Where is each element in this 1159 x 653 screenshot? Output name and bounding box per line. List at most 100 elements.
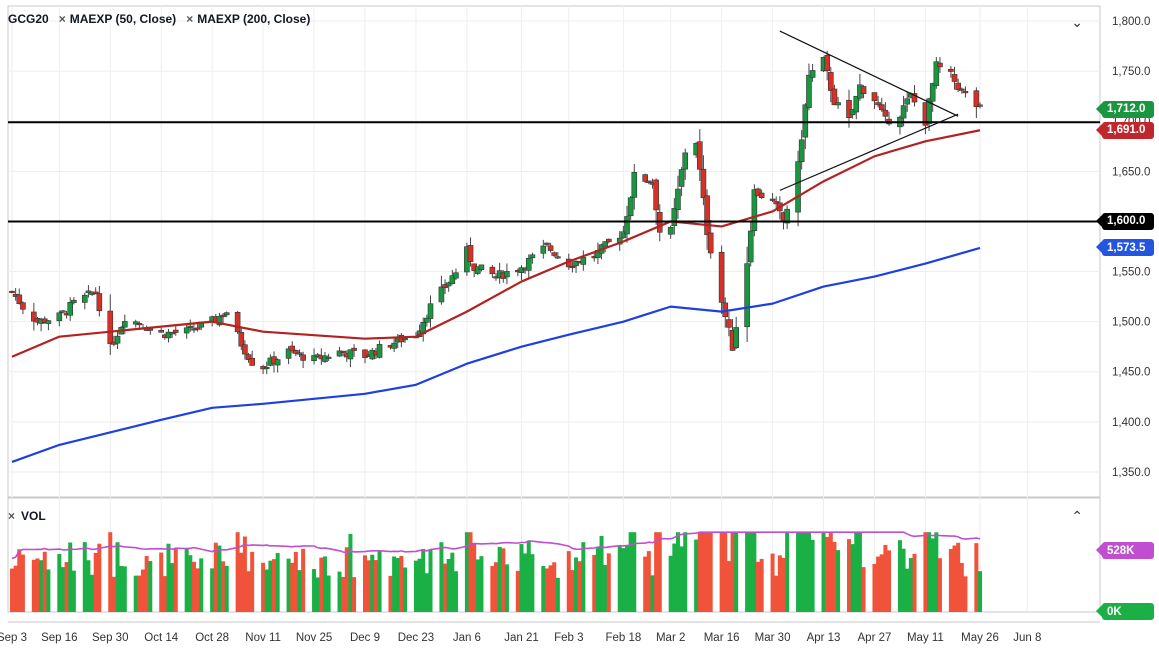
candle bbox=[667, 226, 674, 235]
volume-bar bbox=[293, 551, 298, 612]
candle bbox=[933, 61, 940, 86]
volume-bars bbox=[10, 532, 982, 612]
candle bbox=[642, 174, 649, 182]
volume-bar bbox=[879, 554, 884, 612]
volume-bar bbox=[603, 565, 608, 612]
x-tick-label: Mar 16 bbox=[704, 632, 740, 644]
volume-bar bbox=[195, 568, 200, 612]
volume-bar bbox=[923, 532, 928, 612]
candle bbox=[325, 356, 332, 359]
volume-bar bbox=[93, 552, 98, 612]
candle bbox=[147, 328, 154, 331]
candle bbox=[71, 299, 77, 303]
volume-bar bbox=[475, 559, 480, 612]
y-tick-label: 1,500.0 bbox=[1112, 317, 1150, 329]
candle bbox=[56, 312, 63, 322]
volume-bar bbox=[403, 567, 408, 612]
candle bbox=[806, 74, 812, 108]
volume-bar bbox=[555, 577, 560, 612]
volume-bar bbox=[515, 570, 520, 612]
volume-bar bbox=[650, 575, 655, 612]
candle bbox=[238, 332, 245, 347]
x-tick-label: Jun 8 bbox=[1013, 632, 1041, 644]
volume-bar bbox=[810, 539, 815, 612]
candle bbox=[646, 180, 652, 183]
y-tick-label: 1,450.0 bbox=[1112, 367, 1150, 379]
volume-bar bbox=[90, 574, 95, 612]
volume-bar bbox=[897, 540, 902, 612]
volume-bar bbox=[210, 568, 215, 612]
candle bbox=[449, 275, 456, 284]
candle bbox=[929, 83, 936, 102]
x-tick-label: Apr 27 bbox=[858, 632, 892, 644]
volume-bar bbox=[235, 532, 240, 612]
last-price-tag: 1,712.0 bbox=[1096, 100, 1154, 118]
volume-bar bbox=[392, 556, 397, 612]
volume-bar bbox=[832, 541, 837, 612]
volume-bar bbox=[122, 566, 127, 612]
remove-icon[interactable]: × bbox=[58, 12, 66, 26]
volume-bar bbox=[326, 575, 331, 612]
y-tick-label: 1,750.0 bbox=[1112, 66, 1150, 78]
volume-bar bbox=[777, 555, 782, 612]
chevron-down-icon[interactable]: ⌄ bbox=[1071, 14, 1083, 30]
volume-bar bbox=[141, 569, 146, 612]
candle bbox=[624, 216, 630, 235]
volume-bar bbox=[632, 532, 637, 612]
volume-bar bbox=[68, 542, 73, 612]
volume-bar bbox=[468, 532, 473, 612]
volume-bar bbox=[846, 539, 851, 612]
volume-bar bbox=[723, 532, 728, 612]
candle bbox=[165, 331, 172, 339]
candle bbox=[580, 257, 587, 265]
volume-bar bbox=[428, 549, 433, 612]
x-tick-label: Oct 28 bbox=[195, 632, 229, 644]
triangle-trendline bbox=[779, 113, 959, 191]
legend-ma200[interactable]: × MAEXP (200, Close) bbox=[186, 12, 311, 26]
volume-bar bbox=[133, 575, 138, 612]
volume-bar bbox=[952, 545, 957, 612]
volume-bar bbox=[315, 577, 320, 612]
volume-bar bbox=[221, 561, 226, 612]
candle bbox=[362, 349, 368, 358]
volume-bar bbox=[628, 532, 633, 612]
volume-bar bbox=[657, 532, 662, 612]
candle bbox=[107, 310, 114, 345]
x-tick-label: Nov 11 bbox=[245, 632, 281, 644]
candle bbox=[216, 316, 223, 326]
legend-ma50[interactable]: × MAEXP (50, Close) bbox=[58, 12, 177, 26]
candle bbox=[132, 321, 139, 325]
remove-icon[interactable]: × bbox=[186, 12, 194, 26]
x-tick-label: Sep 3 bbox=[0, 632, 27, 644]
volume-bar bbox=[806, 532, 811, 612]
volume-bar bbox=[472, 542, 477, 612]
volume-bar bbox=[148, 561, 153, 612]
candle bbox=[875, 102, 881, 106]
volume-bar bbox=[595, 546, 600, 612]
candle bbox=[544, 242, 550, 245]
candle bbox=[478, 264, 485, 270]
candle bbox=[391, 342, 397, 349]
level-price-tag: 1,600.0 bbox=[1096, 212, 1154, 230]
volume-bar bbox=[184, 548, 189, 612]
candle bbox=[853, 95, 860, 113]
chevron-up-icon[interactable]: ⌃ bbox=[1071, 508, 1083, 524]
legend-symbol[interactable]: GCG20 bbox=[8, 12, 49, 26]
volume-bar bbox=[170, 563, 175, 612]
remove-icon[interactable]: × bbox=[8, 509, 16, 523]
candle bbox=[758, 192, 765, 198]
volume-bar bbox=[828, 532, 833, 612]
candle bbox=[747, 230, 754, 263]
volume-bar bbox=[774, 575, 779, 612]
volume-bar bbox=[173, 549, 178, 612]
ma200-price-tag: 1,573.5 bbox=[1096, 239, 1154, 257]
candle bbox=[784, 208, 790, 224]
x-tick-label: Feb 18 bbox=[605, 632, 641, 644]
volume-bar bbox=[250, 551, 255, 612]
volume-bar bbox=[199, 558, 204, 612]
x-tick-label: May 26 bbox=[961, 632, 999, 644]
volume-bar bbox=[544, 568, 549, 612]
volume-bar bbox=[672, 543, 677, 612]
